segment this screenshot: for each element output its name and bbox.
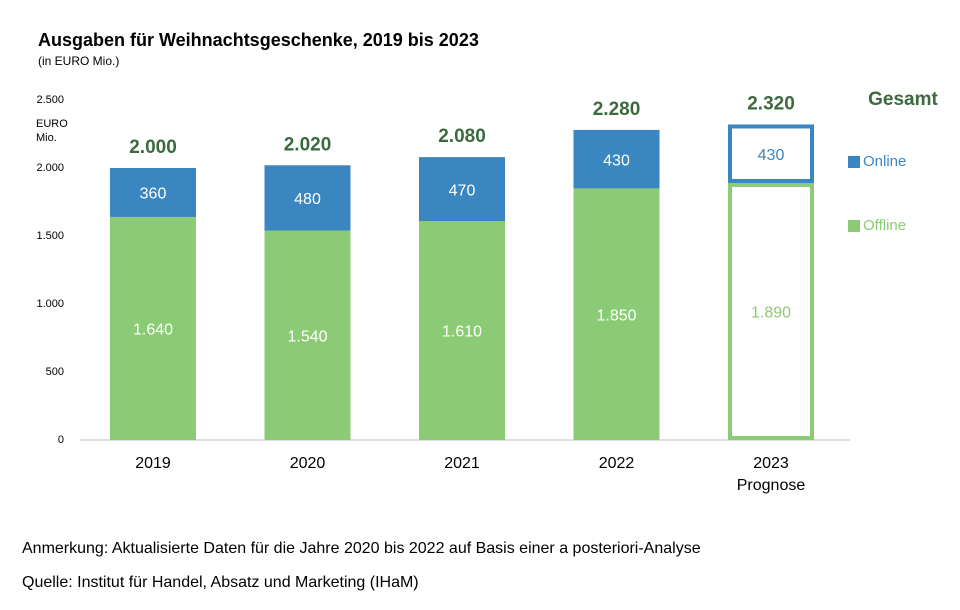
- legend-label: Offline: [863, 217, 906, 234]
- data-label: 1.890: [751, 305, 791, 322]
- legend-label: Online: [863, 153, 906, 170]
- x-tick-label: 2020: [290, 455, 326, 472]
- note: Anmerkung: Aktualisierte Daten für die J…: [22, 540, 701, 557]
- bar-segment: [110, 216, 196, 440]
- bar-segment: [264, 230, 351, 440]
- bar-segment: [728, 182, 814, 440]
- source: Quelle: Institut für Handel, Absatz und …: [22, 574, 419, 591]
- data-label: 1.540: [287, 328, 327, 345]
- y-tick-label: 2.000: [36, 162, 64, 174]
- bar-segment: [419, 157, 505, 222]
- total-label: 2.080: [438, 126, 486, 147]
- bar-segment: [110, 168, 196, 217]
- total-label: 2.020: [284, 134, 332, 155]
- data-label: 1.850: [596, 307, 636, 324]
- total-label: 2.000: [129, 137, 177, 158]
- data-label: 470: [449, 182, 476, 199]
- x-tick-note: Prognose: [737, 477, 806, 494]
- x-tick-label: 2023: [753, 455, 789, 472]
- bar-segment: [728, 124, 814, 183]
- x-tick-label: 2022: [599, 455, 635, 472]
- y-tick-label: 1.000: [36, 298, 64, 310]
- chart-subtitle: (in EURO Mio.): [38, 54, 120, 68]
- data-label: 1.610: [442, 324, 482, 341]
- total-label: 2.280: [593, 99, 641, 120]
- x-tick-label: 2021: [444, 455, 480, 472]
- bar-segment: [573, 129, 660, 189]
- legend-title: Gesamt: [868, 89, 938, 110]
- y-tick-label: 2.500: [36, 94, 64, 106]
- total-label: 2.320: [747, 93, 795, 114]
- y-tick-label: 1.500: [36, 230, 64, 242]
- legend-swatch: [848, 220, 860, 232]
- x-tick-label: 2019: [135, 455, 171, 472]
- data-label: 430: [603, 152, 630, 169]
- y-tick-label: 0: [58, 434, 64, 446]
- data-label: 360: [140, 186, 167, 203]
- bar-segment: [573, 188, 660, 440]
- data-label: 1.640: [133, 322, 173, 339]
- data-label: 430: [758, 147, 785, 164]
- y-axis-label: EURO Mio.: [36, 118, 68, 144]
- chart-title: Ausgaben für Weihnachtsgeschenke, 2019 b…: [38, 30, 479, 50]
- data-label: 480: [294, 191, 321, 208]
- y-tick-label: 500: [46, 366, 64, 378]
- bar-segment: [264, 165, 351, 231]
- bar-segment: [419, 221, 505, 440]
- legend-swatch: [848, 156, 860, 168]
